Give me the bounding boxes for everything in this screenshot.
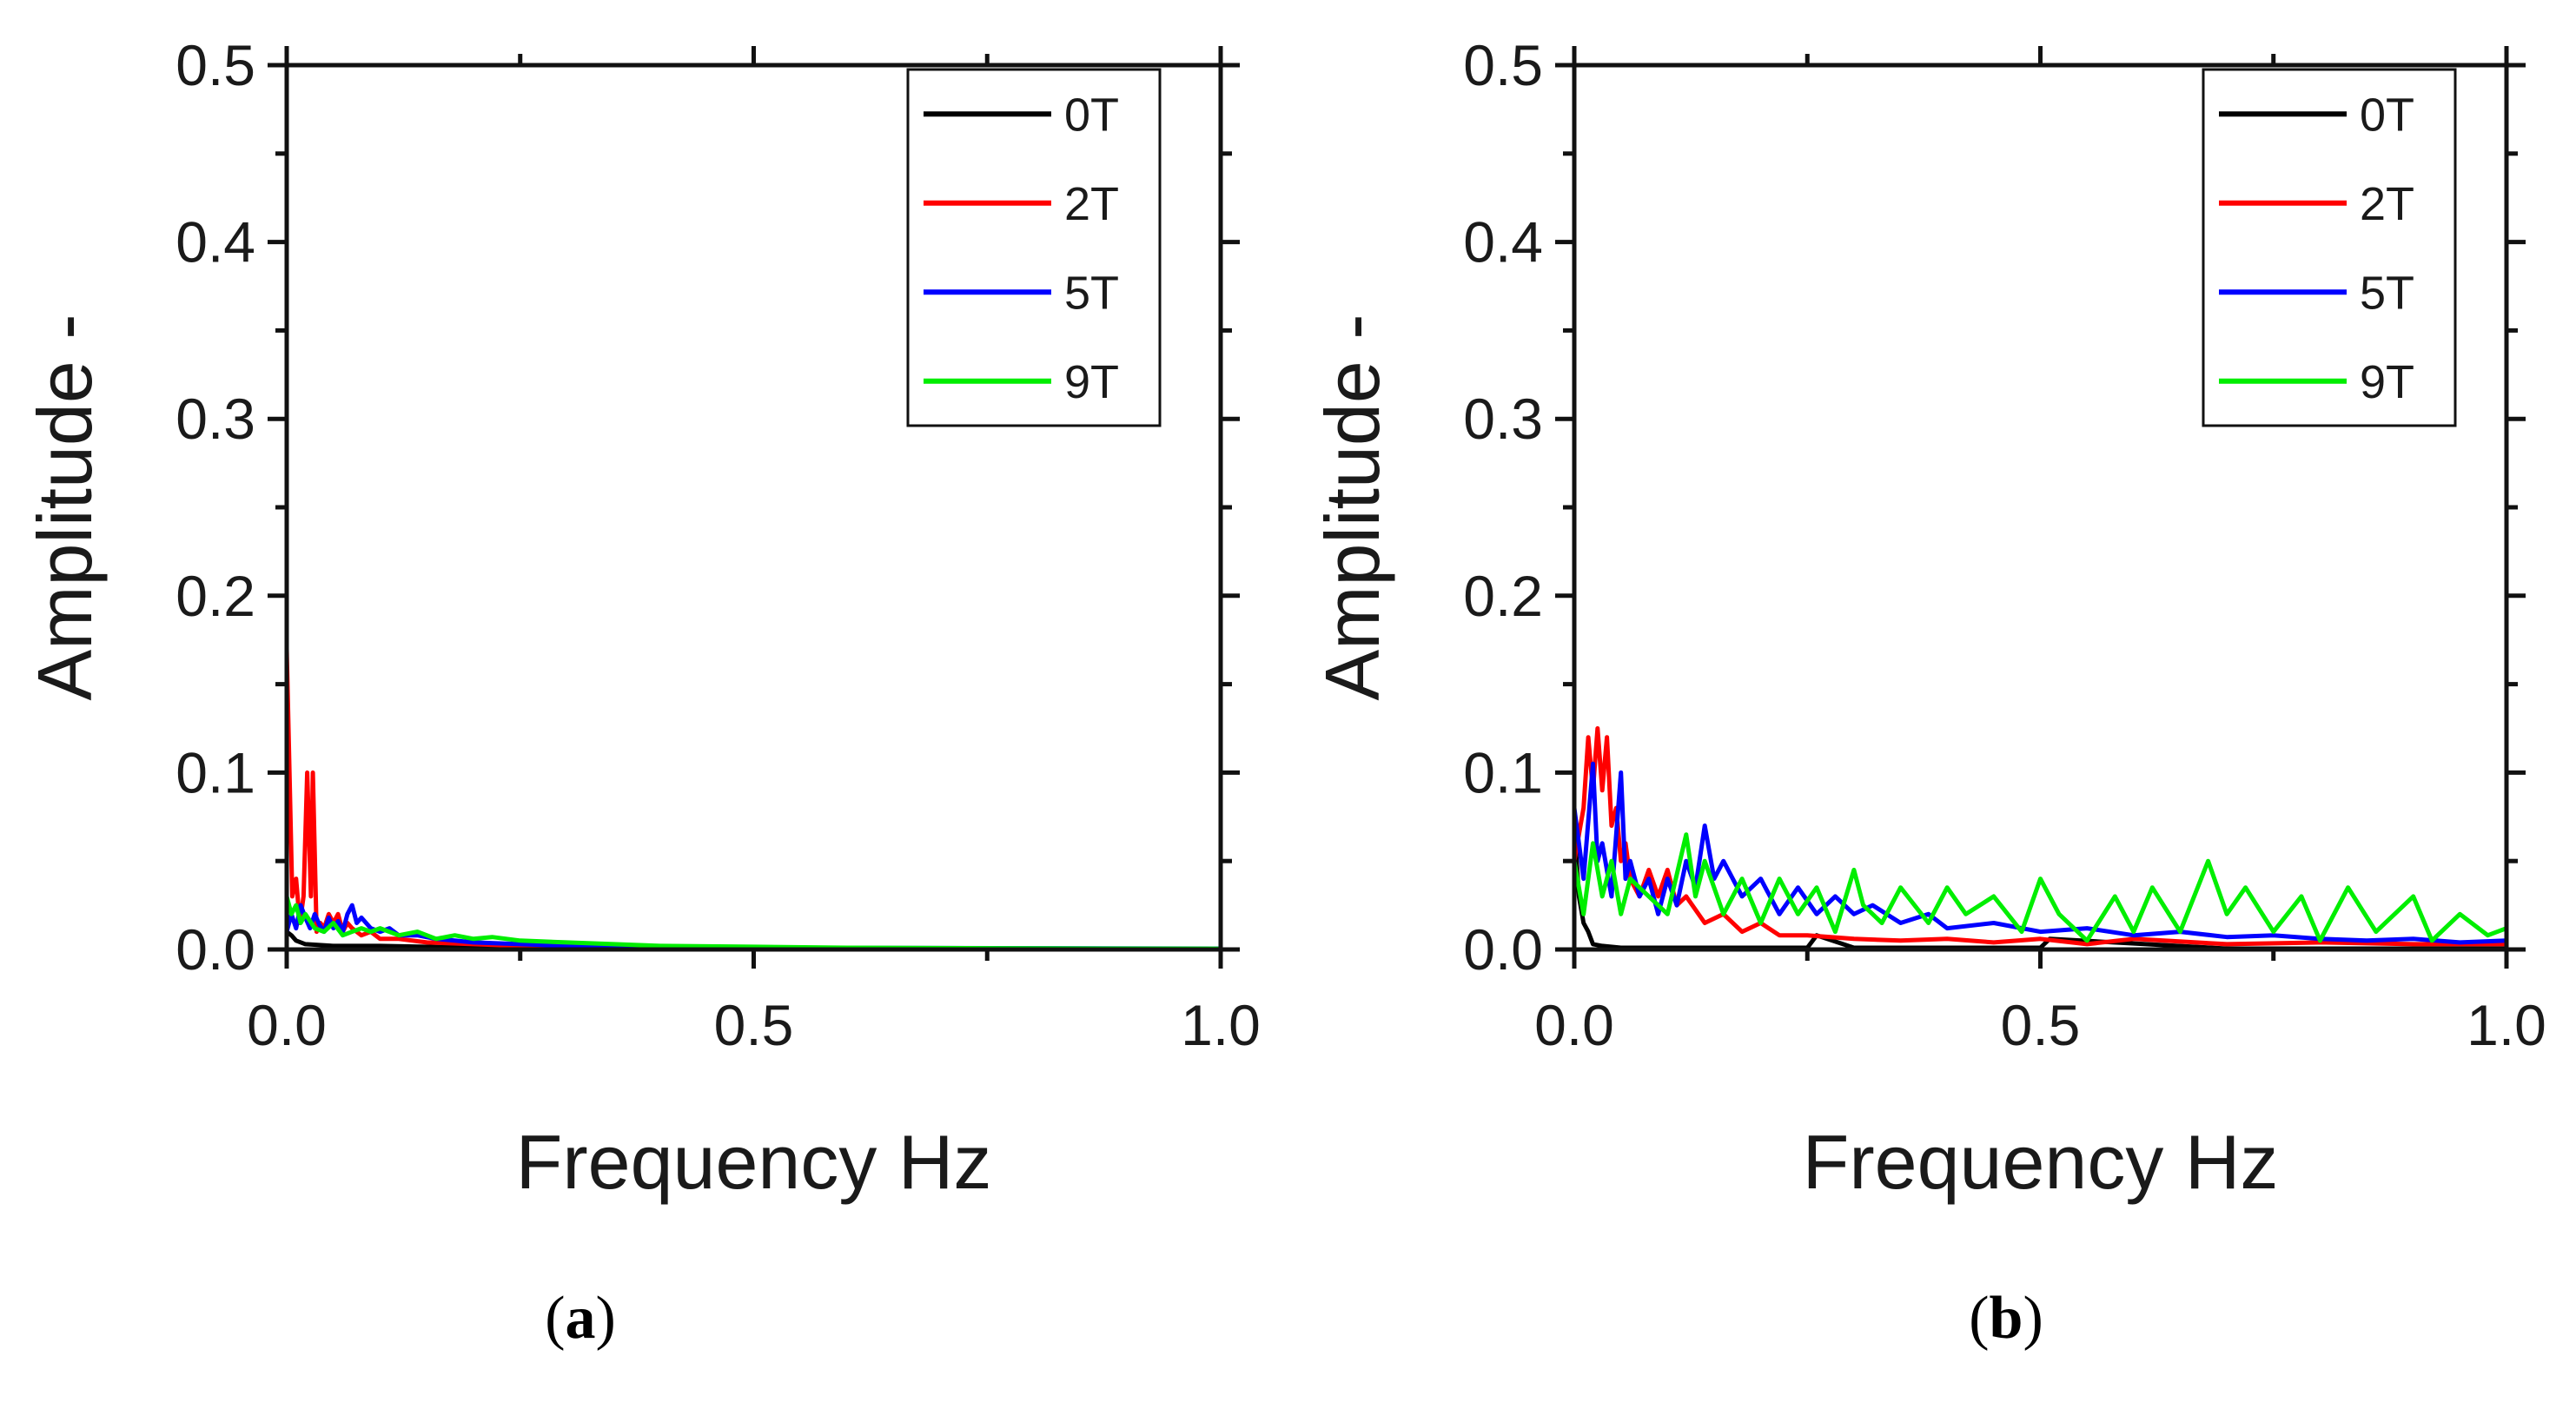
legend-label-0T: 0T xyxy=(1064,89,1119,141)
y-tick-label: 0.1 xyxy=(175,740,255,804)
legend: 0T 2T 5T 9T xyxy=(2202,68,2457,427)
y-tick-label: 0.0 xyxy=(175,917,255,982)
legend-label-5T: 5T xyxy=(2360,267,2414,319)
x-tick-label: 0.5 xyxy=(714,993,794,1057)
legend: 0T 2T 5T 9T xyxy=(906,68,1162,427)
plot-area xyxy=(1574,726,2506,949)
series-line-2T xyxy=(1574,726,2506,947)
y-tick-label: 0.2 xyxy=(175,564,255,628)
x-axis-title: Frequency Hz xyxy=(516,1119,992,1205)
y-tick-label: 0.4 xyxy=(175,210,255,275)
y-tick-label: 0.0 xyxy=(1463,917,1543,982)
x-tick-label: 0.0 xyxy=(247,993,327,1057)
legend-label-9T: 9T xyxy=(1064,356,1119,408)
legend-label-2T: 2T xyxy=(1064,178,1119,230)
legend-label-0T: 0T xyxy=(2360,89,2414,141)
x-tick-label: 0.0 xyxy=(1534,993,1614,1057)
y-tick-label: 0.5 xyxy=(1463,33,1543,97)
legend-box xyxy=(906,68,1162,427)
y-tick-label: 0.2 xyxy=(1463,564,1543,628)
legend-box xyxy=(2202,68,2457,427)
y-tick-label: 0.1 xyxy=(1463,740,1543,804)
panel-b: 0.0 0.1 0.2 0.3 0.4 0.5 0.0 0.5 1.0 Frequency Hz A… xyxy=(1309,33,2546,1352)
panel-a: 0.0 0.1 0.2 0.3 0.4 0.5 0.0 0.5 1.0 Frequency Hz A… xyxy=(22,33,1261,1352)
plot-area xyxy=(287,646,1221,949)
y-axis-title: Amplitude - xyxy=(22,314,108,700)
panel-caption: (b) xyxy=(1969,1285,2043,1352)
y-tick-label: 0.3 xyxy=(1463,387,1543,451)
series-line-2T xyxy=(287,646,1221,949)
series-line-9T xyxy=(1574,832,2506,943)
series-line-9T xyxy=(287,894,1221,949)
series-line-5T xyxy=(287,903,1221,949)
x-tick-label: 1.0 xyxy=(2467,993,2546,1057)
y-axis-title: Amplitude - xyxy=(1309,314,1395,700)
panel-caption: (a) xyxy=(545,1285,616,1352)
x-axis-title: Frequency Hz xyxy=(1803,1119,2279,1205)
y-tick-label: 0.5 xyxy=(175,33,255,97)
y-tick-label: 0.4 xyxy=(1463,210,1543,275)
legend-label-2T: 2T xyxy=(2360,178,2414,230)
legend-label-5T: 5T xyxy=(1064,267,1119,319)
x-tick-label: 1.0 xyxy=(1181,993,1261,1057)
x-tick-label: 0.5 xyxy=(2001,993,2081,1057)
legend-label-9T: 9T xyxy=(2360,356,2414,408)
y-tick-label: 0.3 xyxy=(175,387,255,451)
